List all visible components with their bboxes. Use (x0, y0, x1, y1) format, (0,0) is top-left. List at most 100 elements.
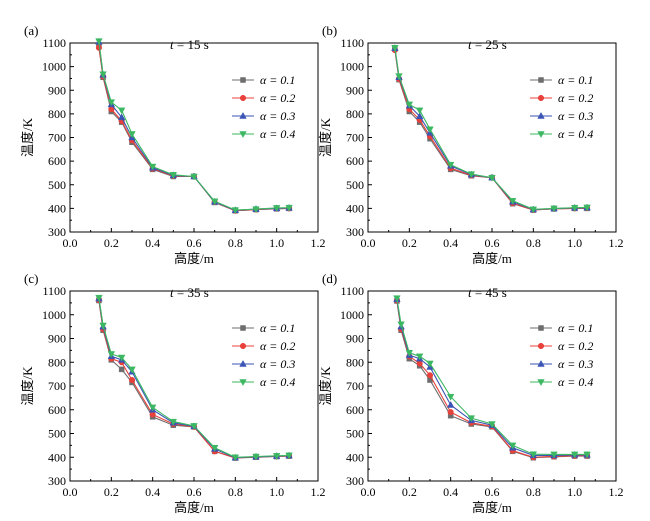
x-tick-label: 1.0 (269, 236, 284, 250)
legend: α = 0.1 α = 0.2 α = 0.3 α = 0.4 (232, 73, 295, 141)
legend-label: α = 0.1 (558, 321, 593, 335)
y-axis-label: 温度/K (318, 117, 333, 157)
chart-panel-a: 0.0 0.2 0.4 0.6 0.8 1.0 1.2 300 400 500 600 700 800 9… (20, 23, 326, 266)
data-point (446, 161, 455, 169)
data-point (393, 295, 401, 303)
legend-marker (538, 325, 544, 331)
y-tick-label: 1100 (42, 284, 66, 298)
time-annotation: t = 45 s (468, 285, 507, 300)
data-point (169, 172, 178, 179)
y-tick-label: 1100 (340, 36, 364, 50)
y-tick-label: 900 (346, 332, 364, 346)
data-point (426, 372, 434, 379)
data-point (426, 360, 434, 368)
y-tick-label: 900 (48, 332, 66, 346)
data-point (210, 445, 219, 452)
x-tick-label: 0.8 (228, 236, 243, 250)
y-axis-label: 温度/K (318, 366, 333, 406)
data-point (467, 415, 476, 423)
x-axis-label: 高度/m (174, 500, 214, 515)
data-point (117, 113, 126, 121)
data-point (148, 404, 157, 412)
data-point (508, 198, 517, 205)
y-tick-label: 400 (48, 201, 66, 215)
x-tick-label: 0.6 (485, 236, 500, 250)
x-tick-label: 1.0 (269, 485, 284, 499)
y-tick-label: 300 (48, 225, 66, 239)
y-tick-label: 1000 (42, 60, 66, 74)
data-point (169, 418, 178, 426)
data-point (446, 393, 455, 401)
legend-label: α = 0.2 (260, 91, 295, 105)
data-point (128, 377, 136, 384)
legend-label: α = 0.4 (260, 127, 295, 141)
legend-marker (537, 359, 545, 367)
x-axis-label: 高度/m (174, 251, 214, 266)
x-tick-label: 0.6 (485, 485, 500, 499)
data-point (252, 206, 260, 214)
data-point (529, 206, 538, 214)
legend-marker (239, 342, 247, 350)
data-point (190, 173, 198, 181)
time-variable: t (170, 37, 174, 52)
y-axis-label: 温度/K (20, 366, 35, 406)
data-point (488, 421, 496, 429)
data-point (117, 107, 126, 115)
legend-marker (239, 131, 247, 139)
y-tick-label: 300 (346, 474, 364, 488)
series-4 (95, 294, 293, 462)
legend-label: α = 0.3 (558, 109, 593, 123)
legend-marker (537, 342, 545, 350)
series-4 (393, 295, 591, 459)
legend-label: α = 0.4 (558, 375, 593, 389)
x-tick-label: 0.0 (63, 236, 78, 250)
data-point (583, 451, 591, 459)
x-tick-label: 0.4 (145, 236, 160, 250)
x-tick-label: 0.6 (187, 485, 202, 499)
data-point (95, 294, 103, 302)
time-value: = 45 s (472, 285, 507, 300)
x-tick-label: 1.0 (567, 485, 582, 499)
series-3 (95, 37, 293, 214)
data-point (285, 204, 293, 212)
x-tick-label: 1.2 (609, 236, 624, 250)
legend-marker (239, 379, 247, 387)
time-variable: t (468, 37, 472, 52)
time-variable: t (468, 285, 472, 300)
y-tick-label: 800 (48, 107, 66, 121)
chart-panel-b: 0.0 0.2 0.4 0.6 0.8 1.0 1.2 300 400 500 600 700 800 9… (318, 23, 624, 266)
y-tick-label: 500 (346, 178, 364, 192)
panel-label: (d) (322, 271, 337, 286)
data-point (395, 73, 403, 81)
legend: α = 0.1 α = 0.2 α = 0.3 α = 0.4 (530, 73, 593, 141)
y-tick-label: 800 (346, 107, 364, 121)
series-line (98, 41, 290, 211)
x-tick-label: 0.2 (402, 236, 417, 250)
data-point (583, 204, 591, 212)
y-tick-label: 600 (346, 154, 364, 168)
data-point (149, 411, 156, 418)
panel-label: (c) (24, 271, 38, 286)
series-4 (391, 44, 591, 214)
x-tick-label: 0.8 (526, 236, 541, 250)
data-point (467, 171, 476, 179)
data-point (190, 423, 198, 430)
y-tick-label: 500 (48, 427, 66, 441)
series-4 (95, 38, 293, 215)
data-point (405, 350, 414, 357)
x-tick-label: 0.0 (63, 485, 78, 499)
data-point (272, 205, 281, 212)
y-tick-label: 800 (48, 355, 66, 369)
data-point (252, 453, 260, 461)
y-tick-label: 700 (346, 131, 364, 145)
y-tick-label: 400 (346, 450, 364, 464)
legend-label: α = 0.3 (558, 357, 593, 371)
data-point (446, 400, 455, 408)
legend-marker (537, 131, 545, 139)
time-annotation: t = 15 s (170, 37, 209, 52)
data-point (117, 354, 126, 362)
y-tick-label: 400 (48, 450, 66, 464)
data-point (415, 112, 424, 119)
data-point (570, 451, 579, 459)
